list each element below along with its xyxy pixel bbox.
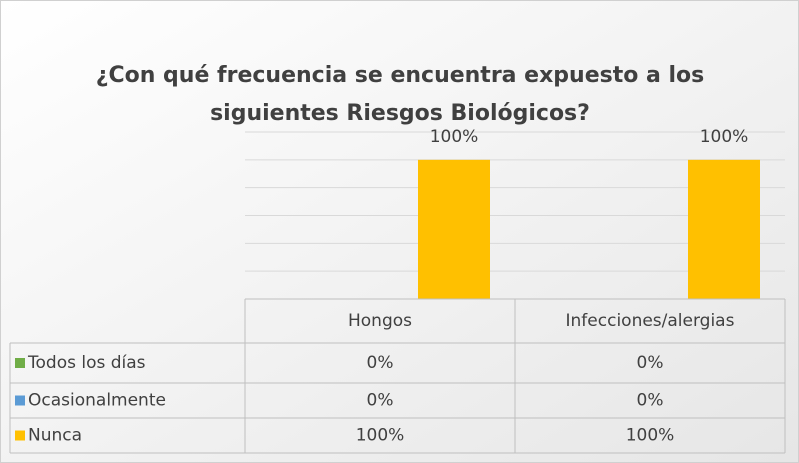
legend-label: Todos los días xyxy=(27,353,146,373)
table-value: 100% xyxy=(356,426,405,446)
table-value: 0% xyxy=(367,353,394,373)
legend-swatch xyxy=(15,430,25,441)
legend-swatch xyxy=(15,358,25,368)
legend-swatch xyxy=(15,395,25,406)
x-tick-label: Hongos xyxy=(348,311,412,331)
data-label: 100% xyxy=(700,127,749,147)
legend-label: Nunca xyxy=(28,426,82,446)
chart-title: siguientes Riesgos Biológicos? xyxy=(210,101,590,126)
legend-label: Ocasionalmente xyxy=(28,391,166,411)
data-label: 100% xyxy=(430,127,479,147)
table-value: 0% xyxy=(637,391,664,411)
chart-title: ¿Con qué frecuencia se encuentra expuest… xyxy=(96,63,705,88)
table-value: 100% xyxy=(626,426,675,446)
x-tick-label: Infecciones/alergias xyxy=(566,311,735,331)
table-value: 0% xyxy=(637,353,664,373)
table-value: 0% xyxy=(367,391,394,411)
bar xyxy=(688,159,760,299)
bar xyxy=(418,159,490,299)
